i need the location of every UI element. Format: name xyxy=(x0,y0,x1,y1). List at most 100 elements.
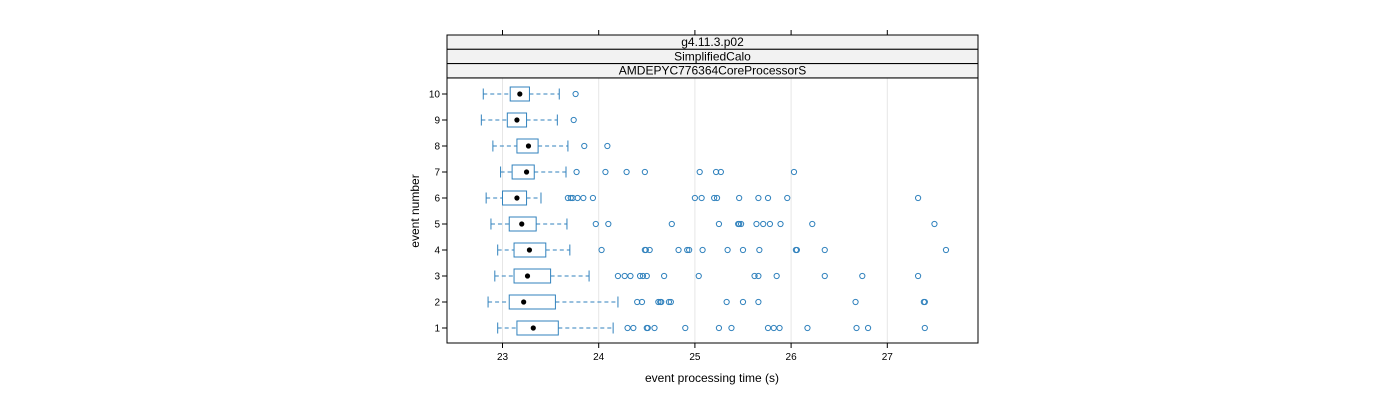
outlier-point xyxy=(931,220,938,228)
outlier-point xyxy=(921,324,928,332)
outlier-point xyxy=(636,272,644,280)
outlier-point xyxy=(755,298,762,306)
y-tick-label-4: 4 xyxy=(434,246,440,257)
outlier-point xyxy=(723,298,730,306)
outlier-point xyxy=(770,324,777,332)
outlier-point xyxy=(914,194,922,202)
median-dot xyxy=(521,299,527,305)
box-event-1 xyxy=(497,320,928,336)
outlier-point xyxy=(623,168,630,176)
iqr-box xyxy=(516,320,559,336)
outlier-point xyxy=(682,324,689,332)
outlier-point xyxy=(821,246,828,254)
outlier-point xyxy=(695,272,702,280)
outlier-point xyxy=(567,194,574,202)
outlier-point xyxy=(852,298,859,306)
iqr-box xyxy=(506,112,528,128)
y-tick-label-3: 3 xyxy=(434,272,440,283)
outlier-point xyxy=(699,246,706,254)
outlier-point xyxy=(736,194,743,202)
outlier-point xyxy=(784,194,791,202)
y-tick-label-2: 2 xyxy=(434,298,440,309)
outlier-point xyxy=(715,220,723,228)
median-dot xyxy=(525,143,532,149)
outlier-point xyxy=(621,272,628,280)
outlier-point xyxy=(821,272,828,280)
median-dot xyxy=(519,221,525,227)
outlier-point xyxy=(573,168,580,176)
y-tick-label-7: 7 xyxy=(434,168,440,179)
x-tick-label-23: 23 xyxy=(497,352,509,363)
iqr-box xyxy=(516,138,539,154)
x-axis: 23 24 25 26 27 xyxy=(497,343,893,363)
y-tick-label-10: 10 xyxy=(429,90,441,101)
outlier-point xyxy=(737,220,745,228)
iqr-box xyxy=(511,164,535,180)
iqr-box xyxy=(508,216,537,232)
outlier-point xyxy=(713,194,721,202)
outlier-point xyxy=(598,246,605,254)
x-tick-label-27: 27 xyxy=(882,352,894,363)
outlier-point xyxy=(717,168,724,176)
outlier-point xyxy=(630,324,637,332)
outlier-point xyxy=(764,194,772,202)
outlier-point xyxy=(592,220,599,228)
outlier-point xyxy=(661,272,668,280)
box-event-6 xyxy=(485,190,922,206)
y-axis: 1 2 3 4 5 6 7 8 9 10 xyxy=(429,90,447,335)
outlier-point xyxy=(942,246,950,254)
y-tick-label-6: 6 xyxy=(434,194,440,205)
y-axis-title: event number xyxy=(408,174,422,247)
outlier-point xyxy=(696,168,703,176)
strip-label-1: g4.11.3.p02 xyxy=(681,35,744,49)
outlier-point xyxy=(864,324,872,332)
outlier-point xyxy=(764,324,772,332)
outlier-point xyxy=(766,220,774,228)
outlier-point xyxy=(715,324,723,332)
outlier-point xyxy=(580,194,587,202)
strip-label-3: AMDEPYC776364CoreProcessorS xyxy=(619,64,806,78)
outlier-point xyxy=(605,220,612,228)
outlier-point xyxy=(642,246,649,254)
outlier-point xyxy=(751,272,758,280)
outlier-point xyxy=(638,298,646,306)
median-dot xyxy=(514,117,520,123)
median-dot xyxy=(524,273,531,279)
box-event-8 xyxy=(492,138,611,154)
outlier-point xyxy=(624,324,631,332)
outlier-point xyxy=(614,272,622,280)
y-tick-label-5: 5 xyxy=(434,220,440,231)
outlier-point xyxy=(739,298,747,306)
x-tick-label-25: 25 xyxy=(689,352,701,363)
outlier-point xyxy=(776,324,783,332)
outlier-point xyxy=(691,194,699,202)
outlier-point xyxy=(790,168,798,176)
outlier-point xyxy=(651,324,658,332)
outlier-point xyxy=(641,168,648,176)
box-event-9 xyxy=(480,112,577,128)
outlier-point xyxy=(736,220,743,228)
outlier-point xyxy=(574,194,581,202)
outlier-point xyxy=(853,324,860,332)
outlier-point xyxy=(646,246,653,254)
iqr-box xyxy=(513,268,552,284)
outlier-point xyxy=(667,298,674,306)
outlier-point xyxy=(658,298,665,306)
median-dot xyxy=(517,91,523,97)
outlier-point xyxy=(755,272,762,280)
box-event-3 xyxy=(494,268,922,284)
outlier-point xyxy=(753,220,760,228)
x-tick-label-24: 24 xyxy=(593,352,605,363)
outlier-point xyxy=(570,116,577,124)
plot-panel-frame xyxy=(446,77,979,344)
median-dot xyxy=(514,195,520,201)
outlier-point xyxy=(581,142,588,150)
outlier-point xyxy=(760,220,767,228)
outlier-point xyxy=(724,246,731,254)
outlier-point xyxy=(643,272,650,280)
outlier-point xyxy=(572,90,579,98)
outlier-point xyxy=(589,194,597,202)
y-tick-label-8: 8 xyxy=(434,142,440,153)
outlier-point xyxy=(675,246,682,254)
